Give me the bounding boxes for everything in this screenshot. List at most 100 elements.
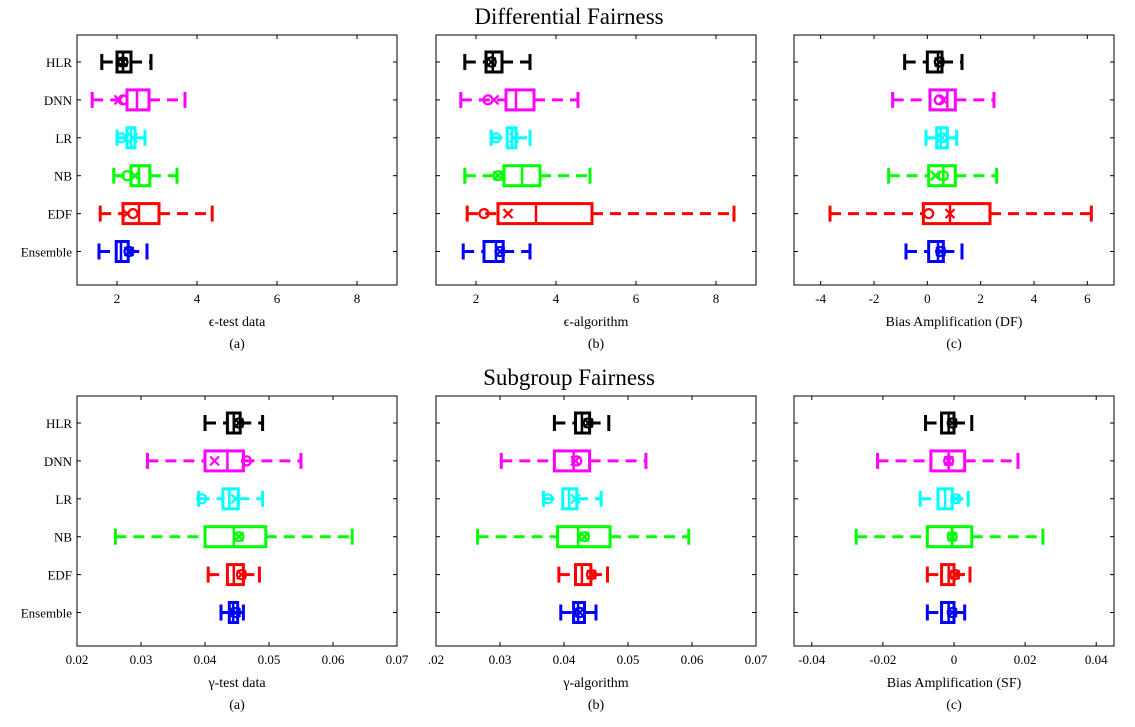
x-tick-label: 6 <box>633 291 640 306</box>
circle-marker <box>950 493 962 505</box>
x-marker-b <box>230 607 241 618</box>
x-tick-label: 4 <box>1031 291 1038 306</box>
circle-marker <box>233 417 245 429</box>
circle-marker <box>485 56 497 68</box>
x-marker-b <box>570 455 581 467</box>
section-title-subgroup-fairness: Subgroup Fairness <box>483 365 655 390</box>
category-label: Ensemble <box>21 245 72 260</box>
chart-panels: 2 4 6 8ϵ-test data(a)HLRDNNLRNBEDFEnsemble2… <box>21 34 1115 713</box>
x-tick-label: 0.05 <box>617 652 640 667</box>
box-ensemble <box>219 601 245 624</box>
x-marker-b <box>129 170 141 181</box>
x-marker-b <box>117 56 129 68</box>
chart-panel-5: .02 0.03 0.04 0.05 0.06 0.07 γ-algorithm (b) <box>428 395 768 713</box>
x-marker-b <box>236 569 247 580</box>
box-hlr <box>203 411 265 435</box>
x-marker-b <box>233 531 245 542</box>
category-label: NB <box>54 169 72 184</box>
circle-marker <box>949 568 961 581</box>
box-nb <box>476 525 691 549</box>
circle-marker <box>241 455 253 467</box>
category-label: EDF <box>47 207 72 222</box>
box-edf <box>828 202 1093 226</box>
circle-marker <box>235 568 248 581</box>
x-marker-b <box>209 455 220 467</box>
x-marker-b <box>934 56 945 68</box>
x-tick-label: 0.07 <box>745 652 768 667</box>
panel-caption: (a) <box>229 698 245 713</box>
chart-panel-6: -0.04 -0.02 0 0.02 0.04 Bias Amplification (S… <box>793 395 1115 713</box>
category-label: Ensemble <box>21 606 72 621</box>
box-ensemble <box>559 601 598 624</box>
panel-caption: (a) <box>229 337 245 352</box>
box-hlr <box>463 50 532 74</box>
circle-marker <box>935 245 947 258</box>
circle-marker <box>585 568 598 581</box>
box-nb <box>113 525 354 549</box>
circle-marker <box>946 606 958 619</box>
x-marker-b <box>579 531 590 542</box>
x-marker-b <box>574 607 586 618</box>
x-marker-b <box>950 493 962 505</box>
x-tick-label: 8 <box>713 291 720 306</box>
box-iqr <box>496 202 594 226</box>
box-nb <box>463 164 592 188</box>
x-tick-label: -0.04 <box>798 652 826 667</box>
section-title-differential-fairness: Differential Fairness <box>474 4 663 29</box>
x-marker-b <box>946 531 958 542</box>
x-axis-label: γ-test data <box>207 676 266 691</box>
box-edf <box>98 202 214 226</box>
box-dnn <box>499 449 648 473</box>
x-tick-label: 0.03 <box>130 652 153 667</box>
box-iqr <box>927 240 945 263</box>
x-marker-b <box>943 455 954 467</box>
box-lr <box>196 487 265 511</box>
box-iqr <box>225 563 245 587</box>
circle-marker <box>542 493 554 505</box>
x-tick-label: 0.06 <box>681 652 704 667</box>
box-dnn <box>891 88 996 112</box>
box-iqr <box>504 88 536 112</box>
circle-marker <box>571 455 583 467</box>
x-marker-b <box>938 94 949 106</box>
box-edf <box>557 563 610 587</box>
x-marker-b <box>949 569 961 580</box>
x-tick-label: 8 <box>354 291 361 306</box>
circle-marker <box>233 531 245 543</box>
box-hlr <box>552 411 611 435</box>
x-tick-label: 2 <box>977 291 984 306</box>
box-lr <box>115 126 147 150</box>
chart-panel-1: 2 4 6 8 ϵ-test data (a) HLR DNN LR NB EDF Ensemble <box>21 34 398 352</box>
x-tick-label: 0.02 <box>1014 652 1037 667</box>
circle-marker <box>946 417 958 429</box>
box-iqr <box>203 525 268 549</box>
box-dnn <box>145 449 303 473</box>
x-tick-label: 0 <box>924 291 931 306</box>
box-iqr <box>574 563 593 587</box>
box-edf <box>206 563 261 587</box>
x-marker-b <box>570 493 581 505</box>
box-iqr <box>203 449 245 473</box>
circle-marker <box>196 493 208 505</box>
box-nb <box>112 164 179 188</box>
x-marker-b <box>936 132 948 144</box>
x-marker-b <box>946 417 958 429</box>
axes-frame <box>793 34 1115 286</box>
x-marker-b <box>930 170 941 181</box>
category-label: LR <box>55 492 72 507</box>
circle-marker <box>923 208 935 220</box>
panel-caption: (b) <box>588 337 605 352</box>
box-hlr <box>903 50 964 74</box>
box-edf <box>925 563 972 587</box>
box-lr <box>542 487 603 511</box>
x-tick-label: 4 <box>194 291 201 306</box>
box-iqr <box>221 487 240 511</box>
circle-marker <box>494 245 506 258</box>
x-marker-b <box>944 208 956 219</box>
category-label: NB <box>54 530 72 545</box>
category-label: HLR <box>46 55 72 70</box>
x-tick-label: 2 <box>114 291 121 306</box>
circle-marker <box>490 132 502 144</box>
box-nb <box>854 525 1045 549</box>
